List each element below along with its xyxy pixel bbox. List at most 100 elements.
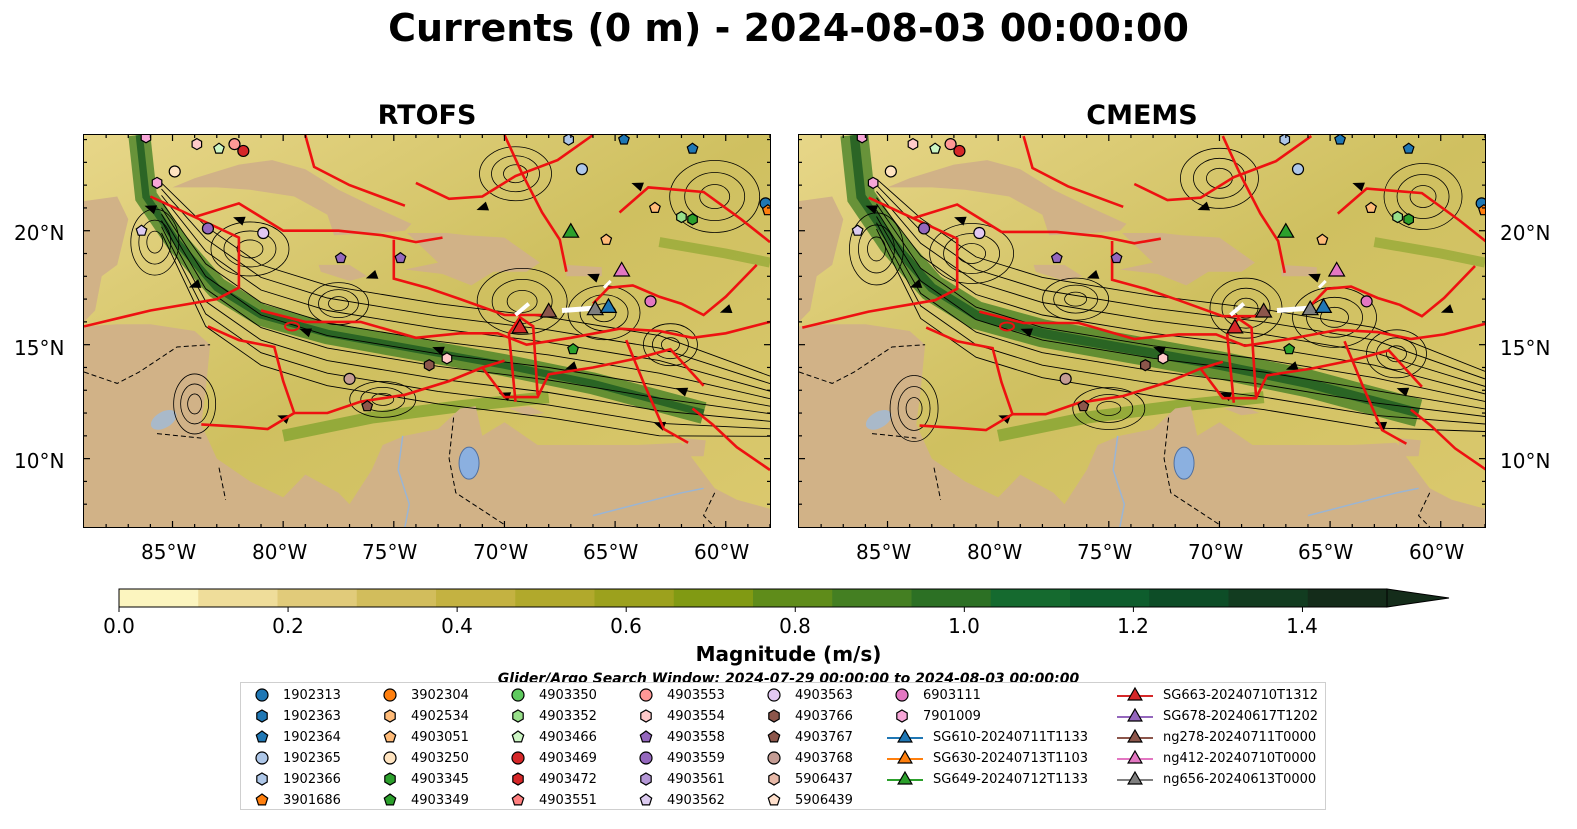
streamline-arrow: [1396, 387, 1410, 397]
lon-label-rtofs-80w: 80°W: [252, 540, 308, 564]
glider-track: [514, 302, 531, 317]
glider-marker-ng656: [1301, 300, 1320, 316]
eddy-streamline: [360, 386, 406, 412]
eez-line: [1110, 241, 1267, 318]
legend-label: 4903558: [667, 729, 725, 745]
glider-marker-ng412: [612, 261, 631, 277]
map-panel-rtofs[interactable]: [83, 134, 771, 528]
eddy-streamline: [328, 296, 349, 312]
lat-label-left-20n: 20°N: [14, 221, 65, 245]
legend-item-5906439: 5906439: [763, 790, 853, 810]
eddy-streamline: [1233, 297, 1259, 319]
streamline-arrow: [299, 328, 313, 338]
colorbar-segment: [436, 589, 516, 607]
land-yucatan: [799, 196, 844, 322]
colorbar-frame: [118, 588, 1388, 608]
eddy-streamline: [943, 233, 1001, 274]
eddy-streamline: [491, 155, 540, 193]
panel-title-cmems: CMEMS: [1086, 100, 1198, 131]
argo-marker-4903559: [917, 222, 931, 235]
legend-item-4903250: 4903250: [379, 748, 469, 768]
colorbar-segment: [990, 589, 1071, 607]
legend-label: 4903561: [667, 771, 725, 787]
legend-label: 6903111: [923, 687, 981, 703]
streamline-arrow: [1020, 328, 1034, 338]
eddy-streamline: [318, 289, 359, 319]
eddy-streamline: [1096, 401, 1122, 416]
current-band-south: [281, 391, 550, 442]
argo-marker-4903553: [228, 138, 241, 151]
colorbar-segment: [119, 589, 199, 607]
legend-item-sg649: SG649-20240712T1133: [887, 769, 1088, 789]
legend-marker-4903469: [511, 751, 525, 765]
colorbar-segment: [832, 589, 912, 607]
eddy-streamline: [699, 184, 731, 209]
current-band-east: [1373, 237, 1485, 268]
argo-marker-4903250: [884, 165, 897, 178]
current-band-south: [996, 391, 1265, 442]
legend-label: SG649-20240712T1133: [933, 771, 1089, 787]
eddy-streamline: [506, 289, 538, 313]
legend-item-7901009: 7901009: [891, 706, 981, 726]
legend-label: 4903345: [411, 771, 469, 787]
land-puerto-rico: [1281, 264, 1317, 277]
legend-item-sg630: SG630-20240713T1103: [887, 748, 1088, 768]
legend-marker-4903562: [639, 793, 653, 806]
legend-item-1902313: 1902313: [251, 685, 341, 705]
legend-marker-1902363: [256, 709, 268, 723]
legend-item-3901686: 3901686: [251, 790, 341, 810]
legend-item-6903111: 6903111: [891, 685, 981, 705]
streamline: [161, 226, 770, 430]
colorbar-segment: [673, 589, 754, 607]
argo-marker-7901009: [140, 135, 152, 144]
legend-label: SG610-20240711T1133: [933, 729, 1089, 745]
map-panel-cmems[interactable]: [798, 134, 1486, 528]
eddy-streamline: [684, 172, 746, 221]
argo-marker-7901009: [867, 176, 879, 190]
argo-marker-4903558: [1050, 251, 1063, 264]
colorbar-segment: [1228, 589, 1309, 607]
lon-label-rtofs-75w: 75°W: [362, 540, 418, 564]
legend-item-4903469: 4903469: [507, 748, 597, 768]
legend-item-1902363: 1902363: [251, 706, 341, 726]
legend-item-4903051: 4903051: [379, 727, 469, 747]
legend-item-3902304: 3902304: [379, 685, 469, 705]
eez-line: [592, 263, 758, 317]
legend-label: SG678-20240617T1202: [1163, 708, 1319, 724]
land-cuba: [887, 160, 1127, 236]
argo-marker-4903563: [973, 226, 986, 240]
legend-marker-3902304: [383, 688, 397, 702]
streamline: [161, 213, 770, 415]
legend-glider-marker: [897, 728, 913, 743]
panel-title-rtofs: RTOFS: [377, 100, 477, 131]
argo-marker-4903469: [237, 144, 250, 158]
colorbar-segment: [356, 589, 437, 607]
legend-label: 5906439: [795, 792, 853, 808]
streamline: [161, 220, 770, 422]
streamline-arrow: [1308, 273, 1321, 283]
argo-marker-1902366: [563, 135, 574, 146]
eez-line: [503, 135, 568, 272]
legend-marker-6903111: [895, 688, 909, 702]
legend-label: 4903250: [411, 750, 469, 766]
colorbar-tick-2: 0.4: [441, 614, 473, 638]
streamline-arrow: [1197, 201, 1211, 211]
glider-marker-ng412: [1327, 261, 1346, 277]
eddy-streamline: [349, 380, 417, 418]
streamlines: [849, 147, 1485, 442]
legend-item-4903345: 4903345: [379, 769, 469, 789]
glider-track: [1276, 305, 1309, 313]
argo-marker-4903352: [1392, 210, 1404, 224]
eez-line: [1133, 135, 1313, 202]
legend-marker-1902364: [255, 730, 269, 743]
streamlines: [130, 146, 770, 437]
eez-line: [1225, 316, 1258, 403]
glider-marker-sg649: [1276, 222, 1295, 238]
land-abc-islands: [508, 406, 545, 416]
legend-label: 5906437: [795, 771, 853, 787]
frame-ticks: [84, 135, 770, 527]
legend-glider-marker: [897, 770, 913, 785]
legend-item-1902366: 1902366: [251, 769, 341, 789]
legend: 1902313 1902363 1902364 1902365 1902366 39016…: [240, 682, 1326, 810]
eez-line: [618, 186, 770, 244]
